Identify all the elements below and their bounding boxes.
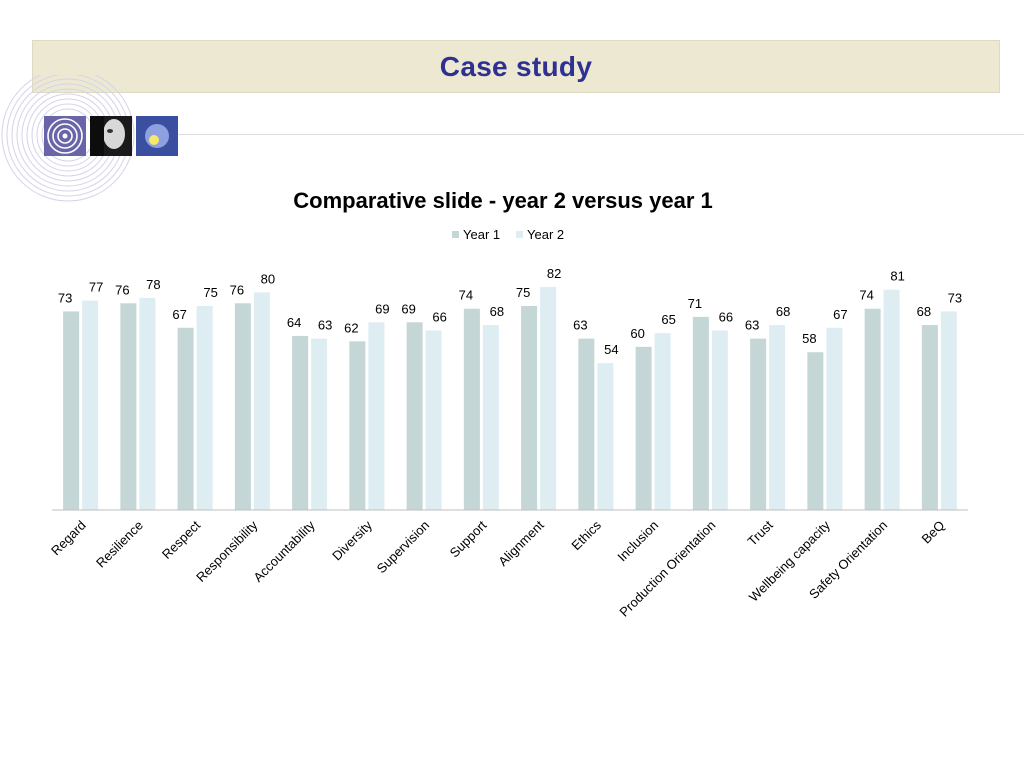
bar-accountability-s2 — [311, 338, 328, 510]
chart-legend: Year 1 Year 2 — [452, 227, 564, 242]
data-label: 73 — [948, 290, 962, 305]
bar-production-orientation-s2 — [711, 330, 728, 510]
data-label: 73 — [58, 290, 72, 305]
data-label: 63 — [745, 318, 759, 333]
bar-safety-orientation-s2 — [883, 289, 900, 510]
data-label: 75 — [516, 285, 530, 300]
data-label: 81 — [890, 269, 904, 284]
data-label: 69 — [401, 301, 415, 316]
bar-support-s1 — [463, 308, 480, 510]
flower-icon — [136, 116, 178, 156]
bar-regard-s2 — [82, 300, 99, 510]
data-label: 76 — [230, 282, 244, 297]
category-label: Diversity — [329, 517, 375, 563]
bar-ethics-s2 — [597, 363, 614, 510]
category-labels-group: Regard Resilience RespectResponsibilityAcc… — [48, 517, 948, 619]
bar-diversity-s2 — [368, 322, 385, 510]
data-label: 65 — [661, 312, 675, 327]
data-label: 68 — [776, 304, 790, 319]
data-label: 80 — [261, 271, 275, 286]
data-labels-group: 73 77 76 78 67 75 76 80 64 63 62 69 69 66 74 68 75 82 63 54… — [58, 266, 962, 357]
bar-trust-s2 — [769, 325, 786, 510]
bar-alignment-s2 — [540, 286, 557, 510]
header-divider — [176, 134, 1024, 135]
bar-diversity-s1 — [349, 341, 366, 510]
data-label: 78 — [146, 277, 160, 292]
category-label: Resilience — [93, 518, 146, 571]
chart-title: Comparative slide - year 2 versus year 1 — [293, 188, 712, 213]
bar-responsibility-s2 — [253, 292, 270, 510]
data-label: 63 — [573, 318, 587, 333]
bar-resilience-s1 — [120, 303, 137, 510]
bar-supervision-s2 — [425, 330, 442, 510]
bars-group — [63, 286, 957, 510]
title-bar: Case study — [32, 40, 1000, 93]
bar-safety-orientation-s1 — [864, 308, 881, 510]
data-label: 75 — [203, 285, 217, 300]
bar-alignment-s1 — [521, 306, 538, 510]
category-label: Inclusion — [614, 518, 661, 565]
bar-accountability-s1 — [292, 335, 309, 510]
bar-resilience-s2 — [139, 297, 156, 510]
target-icon — [44, 116, 86, 156]
category-label: BeQ — [918, 518, 947, 547]
data-label: 66 — [432, 309, 446, 324]
legend-label-0: Year 1 — [463, 227, 500, 242]
data-label: 68 — [490, 304, 504, 319]
legend-swatch-1 — [516, 231, 523, 238]
category-label: Support — [447, 517, 490, 560]
bar-inclusion-s1 — [635, 346, 652, 510]
bar-ethics-s1 — [578, 338, 595, 510]
data-label: 71 — [688, 296, 702, 311]
data-label: 77 — [89, 280, 103, 295]
bar-trust-s1 — [750, 338, 767, 510]
data-label: 60 — [630, 326, 644, 341]
bar-inclusion-s2 — [654, 333, 671, 510]
data-label: 74 — [859, 288, 873, 303]
data-label: 66 — [719, 309, 733, 324]
bar-respect-s1 — [177, 327, 194, 510]
bar-regard-s1 — [63, 311, 80, 510]
bar-wellbeing-capacity-s2 — [826, 327, 843, 510]
data-label: 67 — [172, 307, 186, 322]
slide-title: Case study — [439, 50, 593, 82]
category-label: Accountability — [250, 517, 318, 585]
brand-logo-icon — [44, 116, 178, 156]
data-label: 58 — [802, 331, 816, 346]
data-label: 62 — [344, 320, 358, 335]
bar-respect-s2 — [196, 306, 213, 510]
bar-production-orientation-s1 — [692, 316, 709, 510]
category-label: Respect — [159, 517, 204, 562]
data-label: 69 — [375, 301, 389, 316]
bar-wellbeing-capacity-s1 — [807, 352, 824, 510]
bar-support-s2 — [482, 325, 499, 510]
data-label: 54 — [604, 342, 618, 357]
category-label: Trust — [745, 517, 776, 548]
data-label: 82 — [547, 266, 561, 281]
legend-swatch-0 — [452, 231, 459, 238]
category-label: Regard — [48, 518, 89, 559]
legend-label-1: Year 2 — [527, 227, 564, 242]
category-label: Ethics — [568, 517, 604, 553]
data-label: 63 — [318, 318, 332, 333]
data-label: 74 — [459, 288, 473, 303]
category-label: Alignment — [495, 517, 547, 569]
bar-beq-s1 — [921, 325, 938, 510]
data-label: 68 — [917, 304, 931, 319]
data-label: 76 — [115, 282, 129, 297]
data-label: 67 — [833, 307, 847, 322]
face-portrait-icon — [90, 116, 132, 156]
category-label: Supervision — [374, 518, 433, 577]
bar-responsibility-s1 — [234, 303, 251, 510]
data-label: 64 — [287, 315, 301, 330]
category-label: Production Orientation — [616, 518, 718, 620]
bar-beq-s2 — [940, 311, 957, 510]
bar-supervision-s1 — [406, 322, 423, 510]
